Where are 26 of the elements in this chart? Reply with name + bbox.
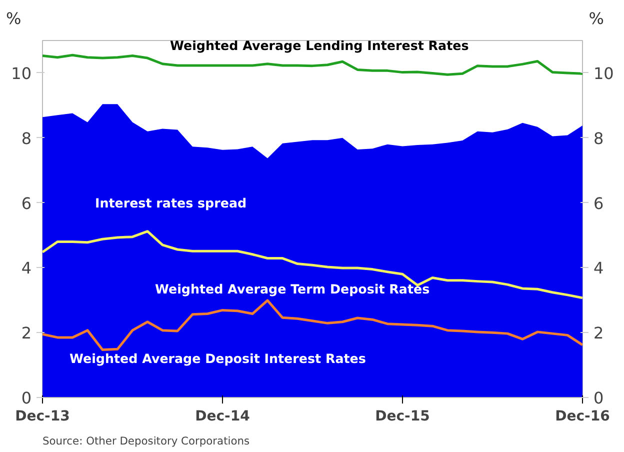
x-tick-label: Dec-13 — [15, 408, 70, 424]
line-series — [42, 299, 582, 352]
y-tick-label: 8 — [21, 128, 32, 148]
y-tick-label: 2 — [21, 324, 32, 343]
y2-axis-title: % — [588, 8, 604, 30]
x-tick-label: Dec-15 — [375, 408, 430, 424]
y2-tick-label: 6 — [594, 194, 604, 213]
series-label: Weighted Average Term Deposit Rates — [155, 281, 430, 296]
line-series — [42, 54, 582, 76]
x-tick-label: Dec-16 — [555, 408, 610, 424]
y-tick-label: 0 — [21, 388, 32, 408]
source-note: Source: Other Depository Corporations — [42, 434, 250, 448]
y2-tick-label: 10 — [594, 64, 614, 83]
x-tick-label: Dec-14 — [195, 408, 250, 424]
y-axis-title: % — [6, 8, 22, 30]
y2-tick-label: 8 — [594, 128, 604, 148]
series-label: Weighted Average Deposit Interest Rates — [70, 351, 366, 366]
series-label: Interest rates spread — [95, 195, 247, 210]
y2-tick-label: 4 — [594, 258, 604, 278]
y-tick-label: 10 — [11, 64, 32, 83]
series-label: Weighted Average Lending Interest Rates — [170, 38, 469, 53]
y2-tick-label: 2 — [594, 324, 604, 343]
line-series — [42, 230, 582, 300]
y2-tick-label: 0 — [594, 388, 604, 408]
y-tick-label: 4 — [21, 258, 32, 278]
y-tick-label: 6 — [21, 194, 32, 213]
